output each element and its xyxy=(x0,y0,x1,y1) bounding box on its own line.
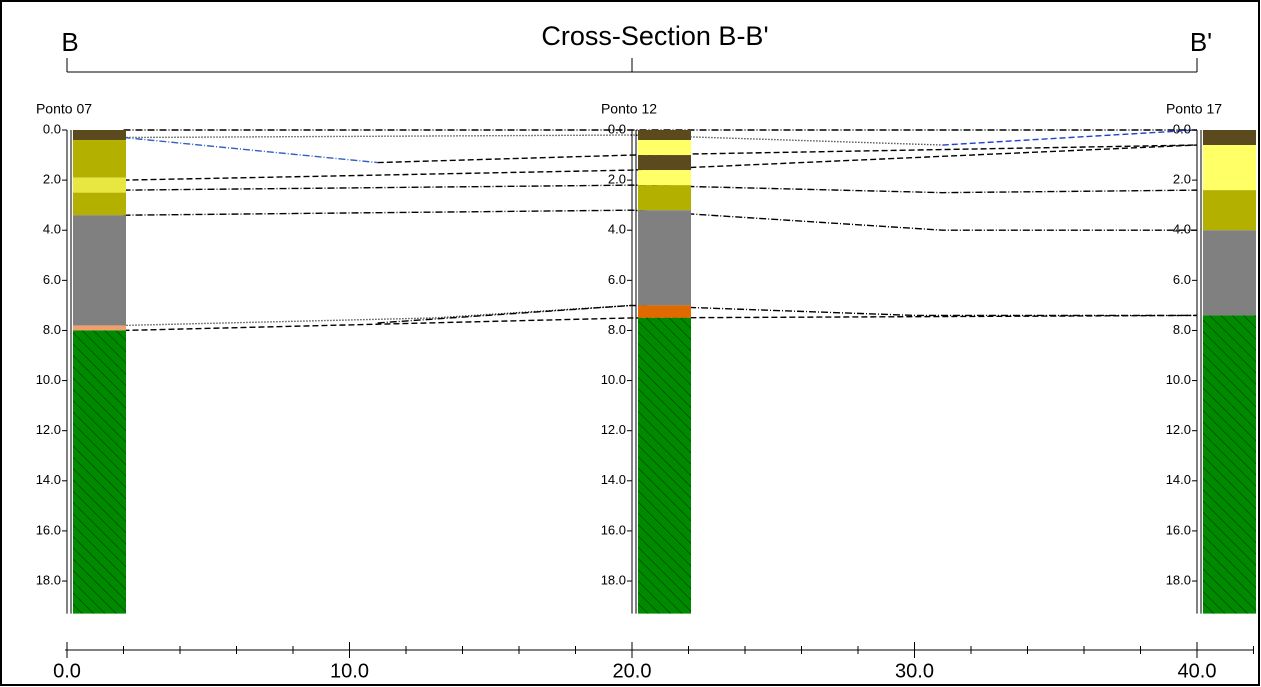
depth-tick-label: 8.0 xyxy=(1173,322,1191,337)
layer xyxy=(1203,145,1256,190)
layer xyxy=(73,140,126,178)
depth-tick-label: 10.0 xyxy=(36,372,61,387)
layer xyxy=(1203,190,1256,230)
borehole-name: Ponto 07 xyxy=(36,101,92,117)
depth-tick-label: 14.0 xyxy=(36,472,61,487)
depth-tick-label: 0.0 xyxy=(608,121,626,136)
depth-tick-label: 8.0 xyxy=(43,322,61,337)
depth-tick-label: 18.0 xyxy=(601,572,626,587)
layer xyxy=(638,130,691,140)
depth-tick-label: 18.0 xyxy=(36,572,61,587)
cross-section: Cross-Section B-B' B B' Ponto 07 0.0 2.0 4.… xyxy=(0,0,1261,687)
depth-tick-label: 6.0 xyxy=(43,272,61,287)
depth-tick-label: 14.0 xyxy=(601,472,626,487)
layer xyxy=(73,178,126,193)
layer xyxy=(638,185,691,210)
depth-tick-label: 4.0 xyxy=(43,222,61,237)
depth-tick-label: 12.0 xyxy=(601,422,626,437)
layer-hatch xyxy=(1203,315,1256,613)
depth-tick-label: 10.0 xyxy=(1166,372,1191,387)
x-tick-label: 20.0 xyxy=(613,660,652,682)
depth-tick-label: 4.0 xyxy=(608,222,626,237)
x-tick-label: 40.0 xyxy=(1178,660,1217,682)
depth-tick-label: 16.0 xyxy=(1166,522,1191,537)
depth-tick-label: 2.0 xyxy=(1173,172,1191,187)
layer xyxy=(638,155,691,170)
x-tick-label: 10.0 xyxy=(330,660,369,682)
layer xyxy=(638,210,691,305)
layer xyxy=(73,325,126,330)
depth-tick-label: 2.0 xyxy=(43,172,61,187)
depth-tick-label: 6.0 xyxy=(1173,272,1191,287)
borehole-name: Ponto 17 xyxy=(1166,101,1222,117)
depth-tick-label: 16.0 xyxy=(36,522,61,537)
depth-tick-label: 14.0 xyxy=(1166,472,1191,487)
borehole-name: Ponto 12 xyxy=(601,101,657,117)
depth-tick-label: 6.0 xyxy=(608,272,626,287)
layer xyxy=(1203,230,1256,315)
layer xyxy=(73,193,126,216)
layer xyxy=(638,305,691,318)
layer xyxy=(1203,130,1256,145)
depth-tick-label: 12.0 xyxy=(1166,422,1191,437)
depth-tick-label: 16.0 xyxy=(601,522,626,537)
depth-tick-label: 4.0 xyxy=(1173,222,1191,237)
depth-tick-label: 10.0 xyxy=(601,372,626,387)
section-end: B' xyxy=(1190,27,1212,57)
depth-tick-label: 18.0 xyxy=(1166,572,1191,587)
depth-tick-label: 2.0 xyxy=(608,172,626,187)
layer xyxy=(638,140,691,155)
chart-title: Cross-Section B-B' xyxy=(541,21,768,51)
layer xyxy=(73,130,126,140)
layer xyxy=(73,215,126,325)
depth-tick-label: 8.0 xyxy=(608,322,626,337)
section-start: B xyxy=(61,27,78,57)
layer xyxy=(638,170,691,185)
layer-hatch xyxy=(73,330,126,613)
depth-tick-label: 0.0 xyxy=(1173,121,1191,136)
depth-tick-label: 0.0 xyxy=(43,121,61,136)
x-tick-label: 0.0 xyxy=(53,660,81,682)
x-tick-label: 30.0 xyxy=(895,660,934,682)
layer-hatch xyxy=(638,318,691,614)
depth-tick-label: 12.0 xyxy=(36,422,61,437)
